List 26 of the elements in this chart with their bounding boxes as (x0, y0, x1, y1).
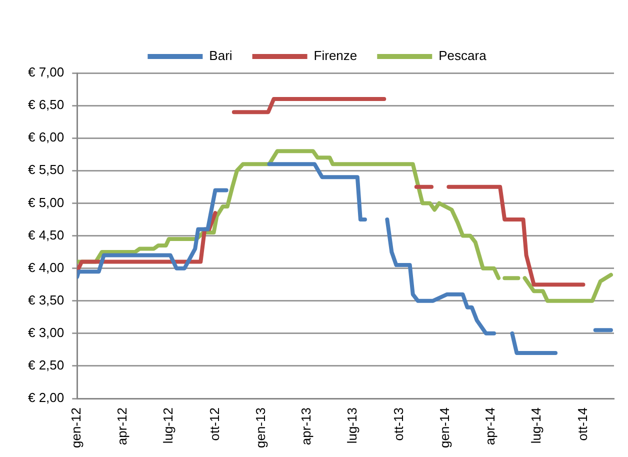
y-tick-label: € 4,00 (28, 260, 64, 275)
x-tick-label: lug-14 (528, 408, 544, 444)
x-tick-label: gen-12 (68, 408, 84, 448)
x-tick-label: ott-14 (574, 408, 590, 441)
legend-label: Bari (209, 48, 232, 64)
x-tick-label: gen-14 (437, 408, 452, 448)
legend-label: Pescara (438, 48, 488, 64)
y-tick-label: € 2,50 (28, 358, 64, 373)
x-tick-label: ott-12 (206, 408, 222, 441)
x-tick-label: apr-13 (298, 408, 314, 446)
x-tick-label: lug-12 (160, 408, 176, 444)
y-tick-label: € 3,00 (28, 324, 64, 340)
y-tick-label: € 5,00 (28, 194, 64, 210)
legend-label: Firenze (314, 48, 358, 64)
x-tick-label: ott-13 (390, 408, 406, 441)
y-tick-label: € 3,50 (28, 292, 64, 308)
y-tick-label: € 6,00 (28, 130, 64, 145)
x-tick-label: lug-13 (344, 408, 360, 444)
y-tick-label: € 5,50 (28, 162, 64, 178)
y-tick-label: € 7,00 (28, 64, 64, 80)
y-tick-label: € 4,50 (28, 227, 64, 242)
x-tick-label: apr-12 (114, 408, 130, 446)
x-tick-label: apr-14 (482, 408, 498, 446)
y-tick-label: € 6,50 (28, 97, 64, 112)
y-tick-label: € 2,00 (28, 390, 64, 406)
x-tick-label: gen-13 (253, 408, 268, 448)
